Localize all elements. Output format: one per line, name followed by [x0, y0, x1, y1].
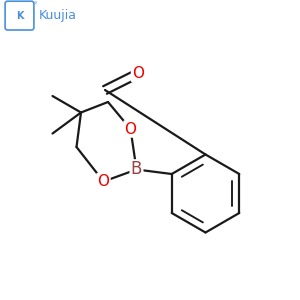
Text: O: O: [124, 122, 136, 136]
Text: Kuujia: Kuujia: [39, 9, 77, 22]
Text: K: K: [16, 11, 23, 21]
Text: O: O: [98, 174, 110, 189]
Text: O: O: [132, 66, 144, 81]
Text: B: B: [131, 160, 142, 178]
Text: °: °: [33, 2, 37, 8]
